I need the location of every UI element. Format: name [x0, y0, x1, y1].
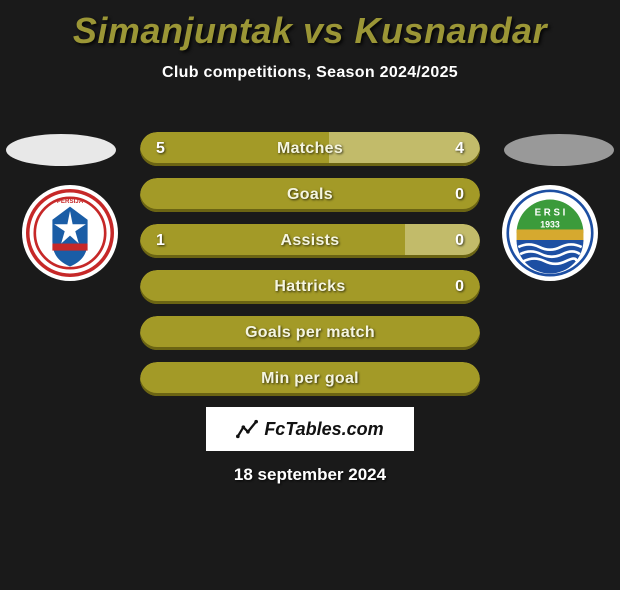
fctables-logo-icon [236, 418, 258, 440]
stat-row: Goals per match [140, 316, 480, 350]
stat-row: Min per goal [140, 362, 480, 396]
stat-row: Matches5 4 [140, 132, 480, 166]
right-ellipse [504, 134, 614, 166]
date-text: 18 september 2024 [0, 465, 620, 485]
stat-row: Hattricks0 [140, 270, 480, 304]
stats-rows: Matches54Goals0Assists10Hattricks0Goals … [140, 132, 480, 408]
stat-value-left: 1 [156, 224, 165, 258]
stat-row: Assists1 0 [140, 224, 480, 258]
right-club-badge: E R S I 1933 [502, 185, 598, 281]
stat-value-left: 5 [156, 132, 165, 166]
page-title: Simanjuntak vs Kusnandar [0, 10, 620, 52]
svg-text:1933: 1933 [540, 220, 560, 230]
subtitle: Club competitions, Season 2024/2025 [0, 64, 620, 82]
stat-row: Goals0 [140, 178, 480, 212]
left-ellipse [6, 134, 116, 166]
footer-brand-text: FcTables.com [264, 419, 383, 440]
svg-text:PERSIJA: PERSIJA [57, 198, 84, 205]
left-club-badge: PERSIJA [22, 185, 118, 281]
persib-badge-icon: E R S I 1933 [506, 189, 594, 277]
stat-value-right: 0 [455, 224, 464, 258]
stat-value-right: 4 [455, 132, 464, 166]
stat-label: Goals [140, 178, 480, 212]
svg-text:E R S I: E R S I [535, 207, 566, 218]
footer-brand-box: FcTables.com [206, 407, 414, 451]
stat-label: Min per goal [140, 362, 480, 396]
stat-label: Goals per match [140, 316, 480, 350]
stat-label: Hattricks [140, 270, 480, 304]
stat-label: Matches [140, 132, 480, 166]
stat-label: Assists [140, 224, 480, 258]
stat-value-right: 0 [455, 178, 464, 212]
persija-badge-icon: PERSIJA [26, 189, 114, 277]
stat-value-right: 0 [455, 270, 464, 304]
